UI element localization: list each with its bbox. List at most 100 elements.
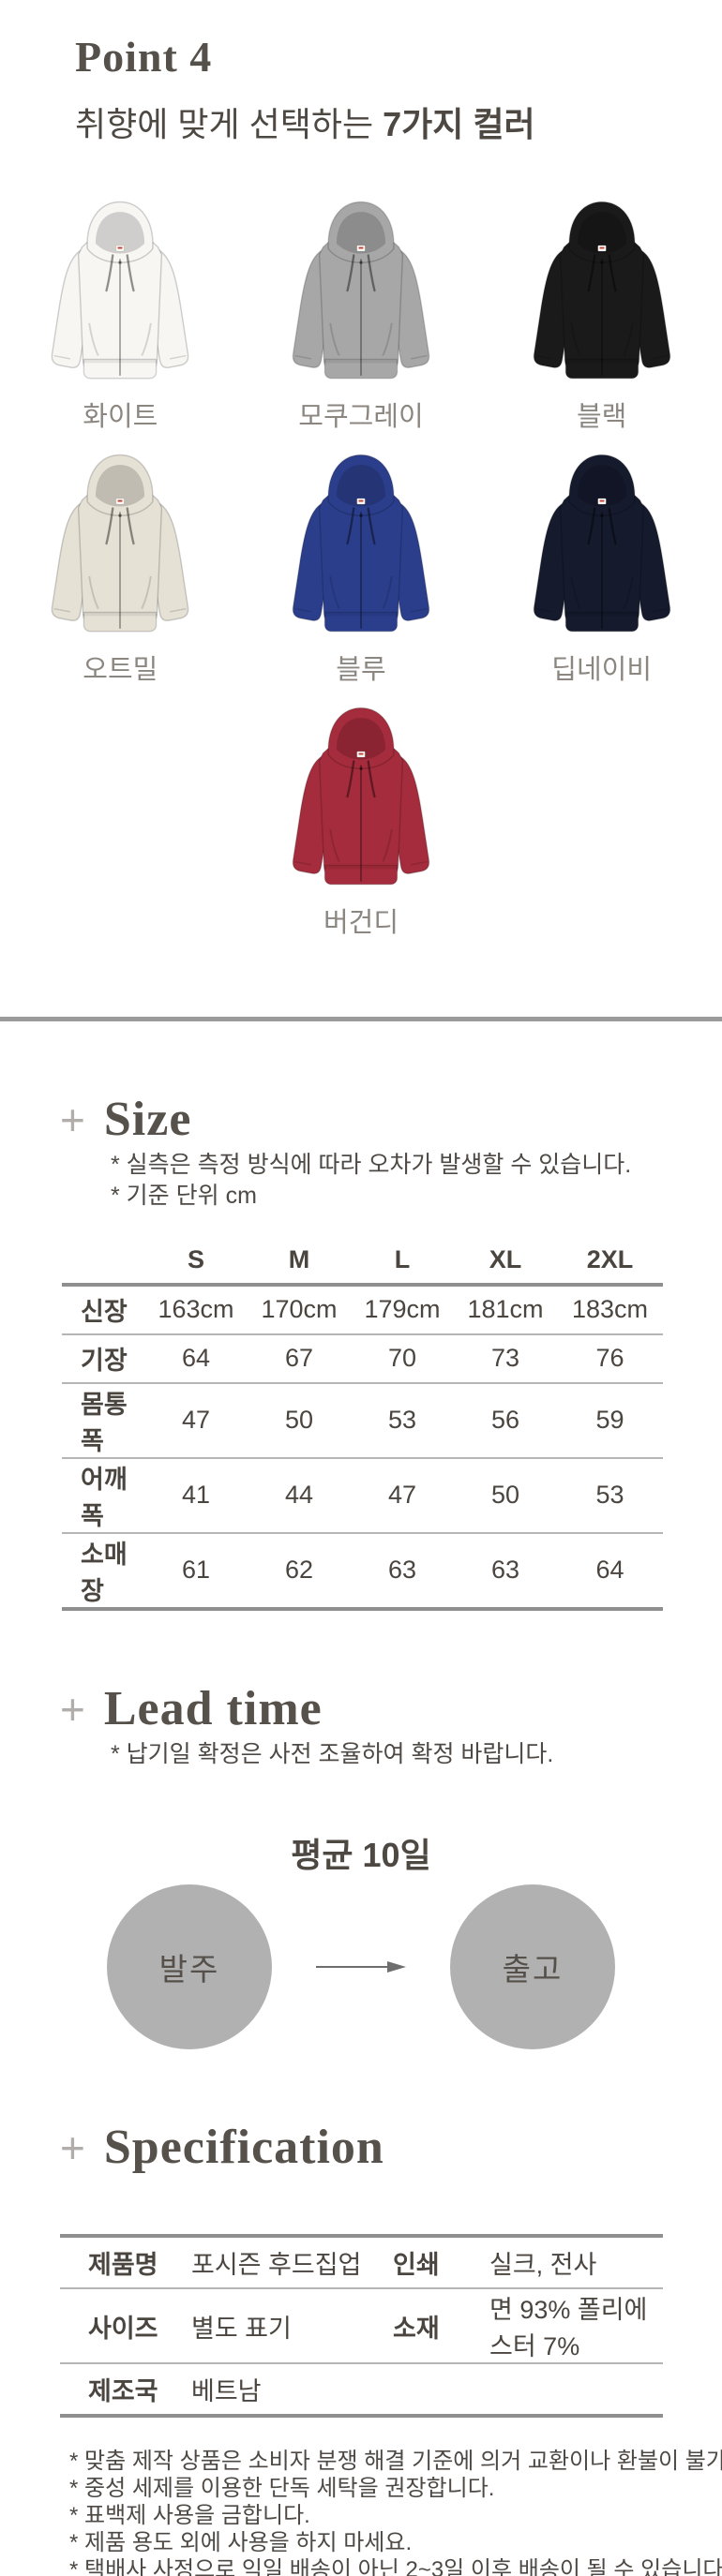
size-cell: 59 [595,1406,624,1435]
footnotes: * 맞춤 제작 상품은 소비자 분쟁 해결 기준에 의거 교환이나 환불이 불가… [69,2448,722,2576]
size-row-label: 기장 [81,1347,128,1376]
color-item-oatmeal: 오트밀 [0,442,241,686]
step-circle-ship: 출고 [450,1884,615,2050]
step-circle-order: 발주 [107,1884,272,2050]
color-label: 딥네이비 [551,654,653,685]
size-cell: 63 [387,1556,417,1585]
lead-time-notes: * 납기일 확정은 사전 조율하여 확정 바랍니다. [111,1739,722,1770]
hoodie-icon [27,189,213,397]
footnote: * 표백제 사용을 금합니다. [69,2503,310,2529]
size-cell: 76 [595,1344,624,1373]
table-row: 신장 163cm 170cm 179cm 181cm 183cm [62,1285,663,1334]
hoodie-icon [509,189,695,397]
spec-value: 실크, 전사 [489,2251,597,2280]
size-cell: 170cm [261,1295,338,1324]
hoodie-icon [268,695,454,903]
size-cell: 183cm [571,1295,649,1324]
color-item-blue: 블루 [241,442,482,686]
size-cell: 63 [490,1556,520,1585]
plus-icon: + [60,1684,85,1734]
size-col-header: XL [454,1237,557,1287]
size-col-header: 2XL [557,1237,663,1287]
point-section-header: Point 4 취향에 맞게 선택하는 7가지 컬러 [0,0,722,144]
size-col-header: S [144,1237,248,1287]
spec-value [489,2363,663,2416]
lead-time-heading: + Lead time [60,1682,722,1735]
spec-label: 소재 [393,2314,440,2343]
color-item-mocu-gray: 모쿠그레이 [241,189,482,433]
subtitle-bold: 7가지 컬러 [383,104,535,143]
size-heading-text: Size [103,1092,192,1146]
table-row: 기장 64 67 70 73 76 [62,1334,663,1383]
size-note: * 실측은 측정 방식에 따라 오차가 발생할 수 있습니다. [111,1151,632,1178]
size-cell: 44 [284,1481,314,1510]
table-row: 어깨폭 41 44 47 50 53 [62,1458,663,1533]
size-table-header-row: S M L XL 2XL [62,1237,663,1287]
size-col-header: M [248,1237,351,1287]
table-row: 소매장 61 62 63 63 64 [62,1533,663,1609]
size-cell: 53 [595,1481,624,1510]
lead-time-heading-text: Lead time [103,1681,323,1735]
size-cell: 50 [490,1481,520,1510]
size-cell: 47 [181,1406,211,1435]
size-notes: * 실측은 측정 방식에 따라 오차가 발생할 수 있습니다. * 기준 단위 … [111,1150,722,1212]
spec-label [393,2363,489,2416]
size-cell: 64 [595,1556,624,1585]
color-item-black: 블랙 [481,189,722,433]
size-cell: 47 [387,1481,417,1510]
size-col-spacer [62,1237,144,1287]
spec-label: 제품명 [88,2251,158,2280]
size-cell: 67 [284,1344,314,1373]
hoodie-icon [509,442,695,650]
page-title: Point 4 [75,33,213,81]
spec-value: 면 93% 폴리에스터 7% [489,2296,648,2361]
size-cell: 61 [181,1556,211,1585]
size-cell: 179cm [364,1295,441,1324]
size-cell: 50 [284,1406,314,1435]
lead-time-steps: 발주 출고 [0,1884,722,2050]
subtitle: 취향에 맞게 선택하는 7가지 컬러 [75,104,722,144]
size-cell: 41 [181,1481,211,1510]
color-item-white: 화이트 [0,189,241,433]
arrow-right-icon [316,1961,406,1973]
footnote: * 제품 용도 외에 사용을 하지 마세요. [69,2530,413,2556]
size-heading: + Size [60,1093,722,1146]
size-row-label: 소매장 [81,1540,128,1605]
size-table: S M L XL 2XL 신장 163cm 170cm 179cm 181cm … [62,1237,663,1611]
table-row: 사이즈 별도 표기 소재 면 93% 폴리에스터 7% [60,2288,663,2364]
size-cell: 181cm [467,1295,544,1324]
size-cell: 73 [490,1344,520,1373]
color-grid: 화이트 모쿠그레이 블랙 오트밀 블루 딥네이비 버건디 [0,189,722,939]
footnote: * 택배사 사정으로 익일 배송이 아닌 2~3일 이후 배송이 될 수 있습니… [69,2557,722,2576]
color-item-burgundy: 버건디 [241,695,482,939]
color-label: 블랙 [576,401,627,432]
table-row: 제조국 베트남 [60,2363,663,2416]
table-row: 몸통폭 47 50 53 56 59 [62,1383,663,1458]
color-label: 모쿠그레이 [298,401,424,432]
size-row-label: 신장 [81,1298,128,1327]
color-label: 오트밀 [83,654,158,685]
size-cell: 70 [387,1344,417,1373]
size-row-label: 몸통폭 [81,1390,128,1455]
footnote: * 맞춤 제작 상품은 소비자 분쟁 해결 기준에 의거 교환이나 환불이 불가… [69,2449,722,2475]
subtitle-regular: 취향에 맞게 선택하는 [75,104,384,143]
footnote: * 중성 세제를 이용한 단독 세탁을 권장합니다. [69,2476,495,2502]
specification-heading-text: Specification [103,2121,384,2175]
size-cell: 56 [490,1406,520,1435]
size-section: + Size * 실측은 측정 방식에 따라 오차가 발생할 수 있습니다. *… [0,1093,722,1611]
plus-icon: + [60,1094,85,1144]
average-days: 평균 10일 [291,1836,431,1875]
color-label: 화이트 [83,401,158,432]
spec-label: 제조국 [88,2377,158,2406]
table-row: 제품명 포시즌 후드집업 인쇄 실크, 전사 [60,2236,663,2289]
spec-label: 사이즈 [88,2314,158,2343]
arrow-wrap [272,1959,450,1974]
color-label: 블루 [336,654,386,685]
color-item-deep-navy: 딥네이비 [481,442,722,686]
size-note: * 기준 단위 cm [111,1182,257,1209]
size-cell: 53 [387,1406,417,1435]
specification-heading: + Specification [60,2121,722,2174]
spec-value: 포시즌 후드집업 [191,2251,362,2280]
lead-time-section: + Lead time * 납기일 확정은 사전 조율하여 확정 바랍니다. 평… [0,1682,722,2050]
